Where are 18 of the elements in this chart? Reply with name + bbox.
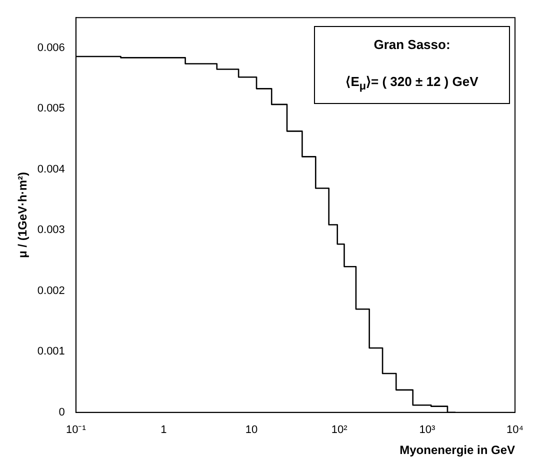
x-tick-label: 1 (160, 424, 167, 436)
x-tick-label: 10² (331, 424, 348, 436)
x-tick-label: 10⁴ (506, 424, 524, 436)
y-tick-label: 0.001 (37, 346, 65, 358)
x-tick-label: 10 (245, 424, 258, 436)
annotation: Gran Sasso: (372, 37, 452, 52)
y-tick-label: 0.006 (37, 42, 65, 54)
y-tick-label: 0.004 (37, 163, 65, 176)
y-tick-label: 0.002 (37, 284, 65, 297)
y-tick-label: 0.005 (37, 102, 65, 115)
annotation: ⟨E$_{μ}$⟩= ( 320 ± 12 ) GeV (344, 74, 480, 93)
note-box: Gran Sasso: ⟨E$_{μ}$⟩= ( 320 ± 12 ) GeV (314, 26, 510, 104)
x-tick-label: 10⁻¹ (66, 424, 86, 436)
y-axis-title: μ / (1GeV·h·m²) (16, 172, 30, 258)
x-axis-title: Myonenergie in GeV (400, 443, 515, 458)
y-tick-label: 0 (58, 406, 65, 418)
y-tick-label: 0.003 (37, 224, 65, 236)
x-tick-label: 10³ (419, 424, 436, 436)
